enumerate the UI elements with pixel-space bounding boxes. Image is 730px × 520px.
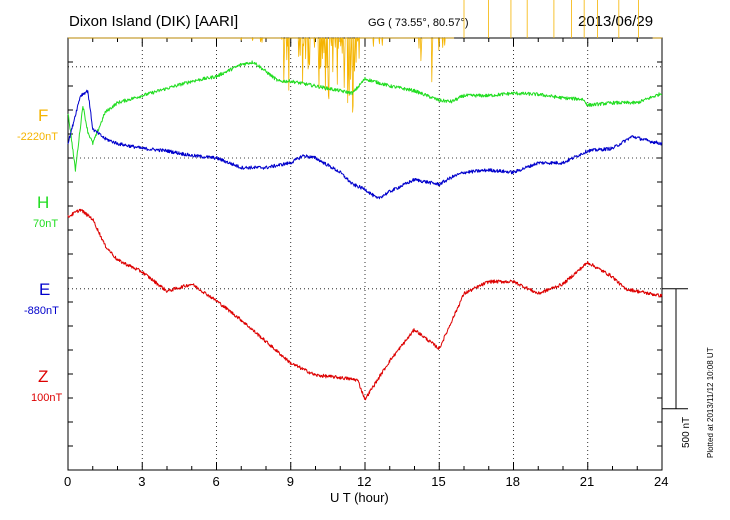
series-line-e: [67, 89, 663, 200]
coordinates-label: GG ( 73.55°, 80.57°): [368, 17, 469, 29]
channel-label-f: F: [38, 106, 49, 125]
station-title: Dixon Island (DIK) [AARI]: [69, 13, 239, 30]
series-line-f: [68, 37, 662, 113]
channel-label-h: H: [37, 193, 50, 212]
x-tick-label: 21: [579, 474, 595, 489]
scale-bar-label: 500 nT: [681, 416, 692, 448]
channel-baseline-e: -880nT: [24, 305, 59, 317]
x-tick-label: 9: [286, 474, 294, 489]
x-axis-label: U T (hour): [330, 490, 389, 505]
channel-label-e: E: [39, 280, 51, 299]
date-label: 2013/06/29: [578, 13, 654, 30]
channel-baseline-f: -2220nT: [17, 131, 58, 143]
series-line-h: [67, 60, 662, 172]
series-line-z: [67, 208, 663, 401]
x-tick-label: 6: [212, 474, 220, 489]
channel-baseline-h: 70nT: [33, 218, 59, 230]
x-tick-label: 18: [505, 474, 520, 489]
channel-label-z: Z: [38, 367, 49, 386]
x-tick-label: 3: [138, 474, 146, 489]
channel-baseline-z: 100nT: [31, 392, 63, 404]
x-tick-label: 24: [654, 474, 669, 489]
plotted-timestamp: Plotted at 2013/11/12 10:08 UT: [706, 347, 715, 458]
x-tick-label: 12: [357, 474, 372, 489]
x-tick-label: 0: [64, 474, 72, 489]
x-tick-label: 15: [431, 474, 446, 489]
